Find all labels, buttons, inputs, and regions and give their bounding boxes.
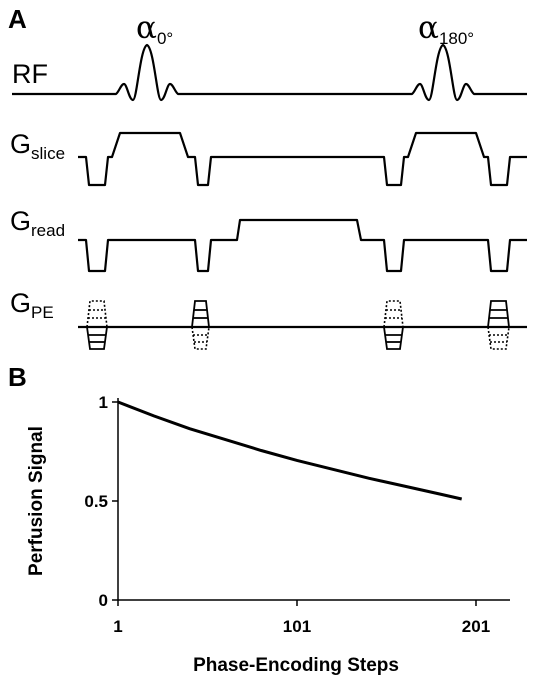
gpe-row-label: GPE bbox=[10, 288, 54, 322]
x-axis-title: Phase-Encoding Steps bbox=[193, 655, 399, 676]
svg-text:α180°: α180° bbox=[418, 10, 474, 48]
pe-blip-2 bbox=[191, 300, 210, 350]
panel-b-label: B bbox=[8, 362, 27, 392]
rf-row-label: RF bbox=[12, 59, 48, 89]
panel-a-label: A bbox=[8, 4, 27, 34]
svg-text:α0°: α0° bbox=[136, 10, 173, 48]
x-tick-label: 1 bbox=[113, 617, 122, 636]
y-tick-label: 0.5 bbox=[84, 492, 108, 511]
alpha-0-label: α0° bbox=[136, 10, 173, 48]
x-tick-label: 201 bbox=[462, 617, 490, 636]
alpha-180-label: α180° bbox=[418, 10, 474, 48]
pe-blip-4 bbox=[487, 300, 510, 350]
y-tick-label: 1 bbox=[99, 393, 108, 412]
rf-waveform bbox=[12, 43, 527, 102]
perfusion-signal-chart: 0 0.5 1 1 101 201 Phase-Encoding Steps Perfu… bbox=[26, 393, 510, 676]
gread-row-label: Gread bbox=[10, 206, 65, 240]
gread-waveform bbox=[78, 218, 527, 273]
gslice-waveform bbox=[78, 131, 527, 187]
x-tick-label: 101 bbox=[283, 617, 311, 636]
y-tick-label: 0 bbox=[99, 591, 108, 610]
perfusion-signal-line bbox=[117, 400, 463, 501]
y-axis-title: Perfusion Signal bbox=[26, 426, 47, 576]
pe-blip-3 bbox=[383, 300, 404, 350]
pe-blip-1 bbox=[86, 300, 108, 350]
gslice-row-label: Gslice bbox=[10, 129, 65, 163]
